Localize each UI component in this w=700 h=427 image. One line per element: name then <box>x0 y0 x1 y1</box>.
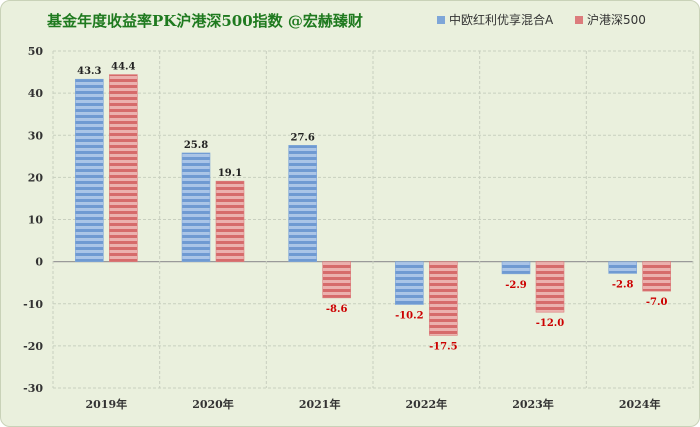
data-labels: 43.3 44.4 25.8 19.1 27.6 -8.6 -10.2 -17.5 -2.9 -1… <box>77 62 667 353</box>
data-label: -12.0 <box>536 318 565 329</box>
y-axis: 50 40 30 20 10 0 -10 -20 -30 <box>23 45 43 395</box>
x-tick-label: 2021年 <box>299 397 341 411</box>
bar <box>322 261 351 299</box>
legend-swatch <box>575 16 583 24</box>
data-label: 25.8 <box>184 140 208 151</box>
x-tick-label: 2024年 <box>619 397 661 411</box>
legend-label: 中欧红利优享混合A <box>449 12 554 27</box>
x-tick-label: 2023年 <box>512 397 554 411</box>
data-label: -2.9 <box>505 280 527 291</box>
data-label: -8.6 <box>326 304 348 315</box>
y-tick-label: 40 <box>28 87 44 100</box>
x-tick-label: 2020年 <box>192 397 234 411</box>
bar <box>215 180 245 262</box>
data-label: 27.6 <box>290 132 314 143</box>
bar <box>535 261 565 313</box>
data-label: -10.2 <box>395 311 424 322</box>
x-tick-label: 2019年 <box>86 397 128 411</box>
bar <box>395 261 424 305</box>
data-label: 44.4 <box>111 62 135 73</box>
legend: 中欧红利优享混合A 沪港深500 <box>437 12 646 27</box>
data-label: -7.0 <box>646 297 668 308</box>
bar <box>288 145 317 262</box>
grid-lines <box>52 50 694 389</box>
data-label: -2.8 <box>612 279 634 290</box>
y-tick-label: -20 <box>23 340 43 353</box>
x-axis: 2019年 2020年 2021年 2022年 2023年 2024年 <box>86 397 661 411</box>
data-label: -17.5 <box>429 341 458 352</box>
y-tick-label: 0 <box>35 256 43 269</box>
y-tick-label: 20 <box>28 171 44 184</box>
bar <box>75 78 104 262</box>
y-tick-label: -30 <box>23 382 43 395</box>
bar <box>429 261 458 336</box>
bar <box>608 261 637 274</box>
bar <box>501 261 531 275</box>
y-tick-label: -10 <box>23 298 43 311</box>
y-tick-label: 30 <box>28 129 44 142</box>
bars <box>75 74 671 336</box>
y-tick-label: 10 <box>28 214 44 227</box>
bar <box>642 261 671 292</box>
data-label: 19.1 <box>218 168 242 179</box>
x-tick-label: 2022年 <box>406 397 448 411</box>
legend-label: 沪港深500 <box>587 13 646 27</box>
bar <box>109 74 138 262</box>
bar <box>181 152 211 262</box>
chart-title: 基金年度收益率PK沪港深500指数 @宏赫臻财 <box>46 12 363 30</box>
data-label: 43.3 <box>77 66 101 77</box>
legend-swatch <box>437 16 445 24</box>
y-tick-label: 50 <box>28 45 44 58</box>
